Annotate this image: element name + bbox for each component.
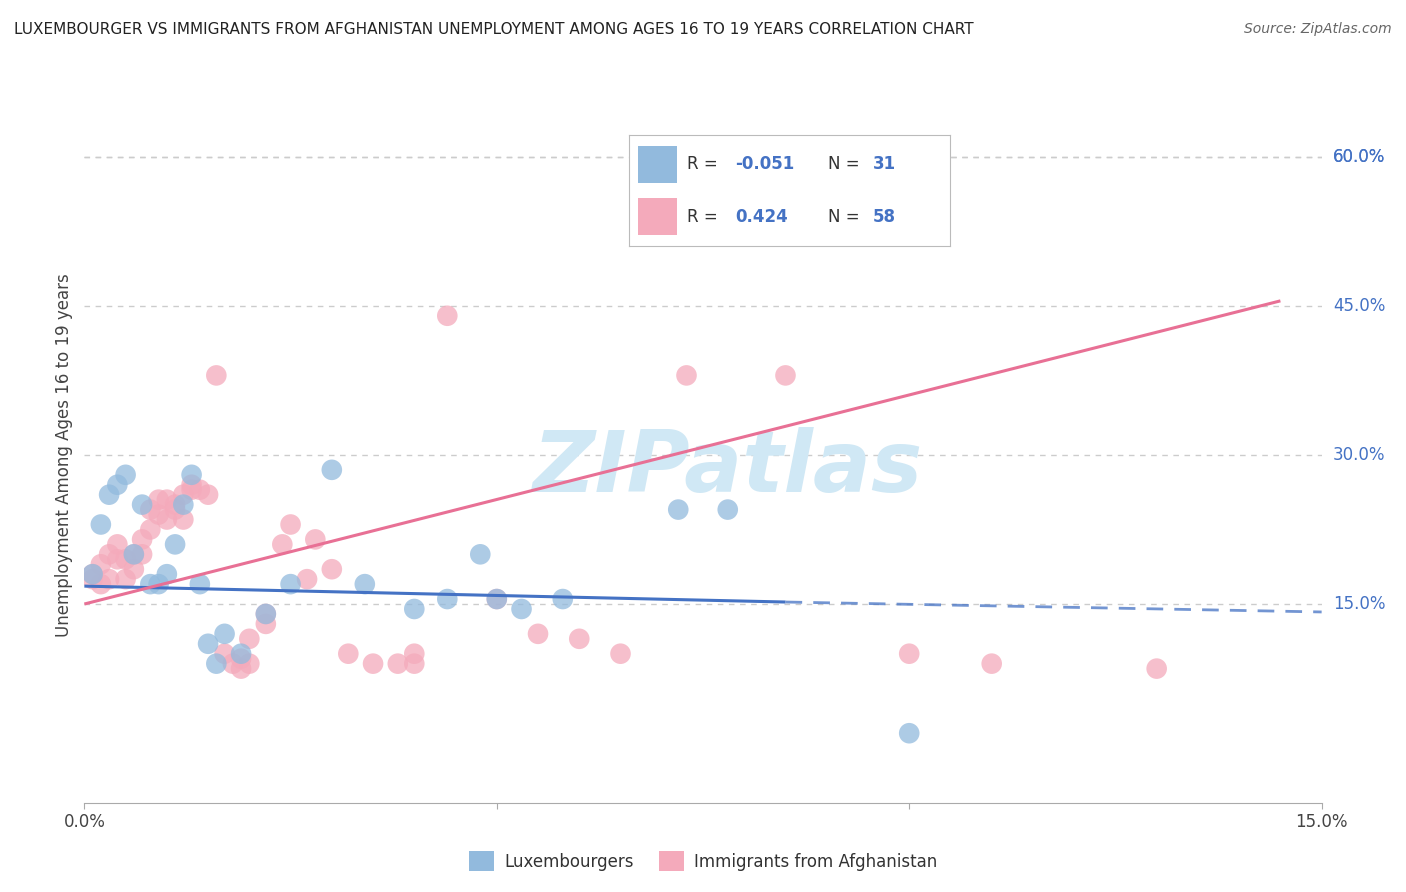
Point bbox=[436, 592, 458, 607]
Point bbox=[271, 537, 294, 551]
Point bbox=[180, 483, 202, 497]
Point bbox=[148, 492, 170, 507]
Point bbox=[197, 637, 219, 651]
Point bbox=[898, 726, 921, 740]
Point bbox=[568, 632, 591, 646]
Point bbox=[238, 657, 260, 671]
Point bbox=[980, 657, 1002, 671]
Point bbox=[280, 517, 302, 532]
Text: Source: ZipAtlas.com: Source: ZipAtlas.com bbox=[1244, 22, 1392, 37]
Point bbox=[470, 547, 492, 561]
Point bbox=[131, 533, 153, 547]
Point bbox=[229, 662, 252, 676]
Point bbox=[90, 558, 112, 572]
Point bbox=[172, 498, 194, 512]
Point bbox=[180, 477, 202, 491]
Text: 30.0%: 30.0% bbox=[1333, 446, 1385, 464]
Point bbox=[436, 309, 458, 323]
Point bbox=[82, 572, 104, 586]
Point bbox=[222, 657, 245, 671]
Point bbox=[205, 368, 228, 383]
Text: 60.0%: 60.0% bbox=[1333, 148, 1385, 166]
Point bbox=[254, 616, 277, 631]
Point bbox=[131, 498, 153, 512]
Point bbox=[114, 572, 136, 586]
Point bbox=[82, 567, 104, 582]
Point bbox=[387, 657, 409, 671]
Point bbox=[214, 627, 236, 641]
Point bbox=[898, 647, 921, 661]
Point bbox=[188, 483, 211, 497]
Point bbox=[82, 567, 104, 582]
Point bbox=[122, 547, 145, 561]
Point bbox=[90, 517, 112, 532]
Point bbox=[361, 657, 384, 671]
Point bbox=[510, 602, 533, 616]
Point bbox=[139, 523, 162, 537]
Point bbox=[172, 512, 194, 526]
Point bbox=[122, 562, 145, 576]
Point bbox=[105, 477, 128, 491]
Point bbox=[229, 651, 252, 665]
Point bbox=[238, 632, 260, 646]
Point bbox=[404, 647, 426, 661]
Point bbox=[254, 607, 277, 621]
Point bbox=[485, 592, 508, 607]
Point bbox=[98, 572, 121, 586]
Point bbox=[337, 647, 360, 661]
Point bbox=[229, 647, 252, 661]
Point bbox=[156, 512, 179, 526]
Point bbox=[98, 488, 121, 502]
Point bbox=[404, 602, 426, 616]
Point bbox=[717, 502, 740, 516]
Text: 45.0%: 45.0% bbox=[1333, 297, 1385, 315]
Legend: Luxembourgers, Immigrants from Afghanistan: Luxembourgers, Immigrants from Afghanist… bbox=[463, 845, 943, 878]
Point bbox=[304, 533, 326, 547]
Y-axis label: Unemployment Among Ages 16 to 19 years: Unemployment Among Ages 16 to 19 years bbox=[55, 273, 73, 637]
Point bbox=[321, 562, 343, 576]
Point bbox=[321, 463, 343, 477]
Point bbox=[139, 577, 162, 591]
Point bbox=[180, 467, 202, 482]
Point bbox=[148, 577, 170, 591]
Point bbox=[666, 502, 689, 516]
Point bbox=[148, 508, 170, 522]
Point bbox=[353, 577, 375, 591]
Point bbox=[280, 577, 302, 591]
Point bbox=[165, 537, 187, 551]
Point bbox=[98, 547, 121, 561]
Text: LUXEMBOURGER VS IMMIGRANTS FROM AFGHANISTAN UNEMPLOYMENT AMONG AGES 16 TO 19 YEA: LUXEMBOURGER VS IMMIGRANTS FROM AFGHANIS… bbox=[14, 22, 974, 37]
Point bbox=[527, 627, 550, 641]
Point bbox=[609, 647, 631, 661]
Point bbox=[675, 368, 697, 383]
Point bbox=[1146, 662, 1168, 676]
Point bbox=[105, 552, 128, 566]
Point bbox=[122, 547, 145, 561]
Point bbox=[114, 467, 136, 482]
Point bbox=[404, 657, 426, 671]
Text: ZIPatlas: ZIPatlas bbox=[533, 427, 922, 510]
Point bbox=[775, 368, 797, 383]
Point bbox=[485, 592, 508, 607]
Point bbox=[172, 488, 194, 502]
Text: 60.0%: 60.0% bbox=[1333, 148, 1385, 166]
Point bbox=[188, 577, 211, 591]
Text: 15.0%: 15.0% bbox=[1333, 595, 1385, 613]
Point bbox=[105, 537, 128, 551]
Point bbox=[214, 647, 236, 661]
Point bbox=[156, 492, 179, 507]
Point bbox=[156, 567, 179, 582]
Point bbox=[197, 488, 219, 502]
Point bbox=[114, 552, 136, 566]
Point bbox=[551, 592, 574, 607]
Point bbox=[815, 229, 838, 244]
Point bbox=[205, 657, 228, 671]
Point bbox=[165, 498, 187, 512]
Point bbox=[90, 577, 112, 591]
Point bbox=[165, 502, 187, 516]
Point bbox=[295, 572, 318, 586]
Point bbox=[131, 547, 153, 561]
Point bbox=[139, 502, 162, 516]
Point bbox=[254, 607, 277, 621]
